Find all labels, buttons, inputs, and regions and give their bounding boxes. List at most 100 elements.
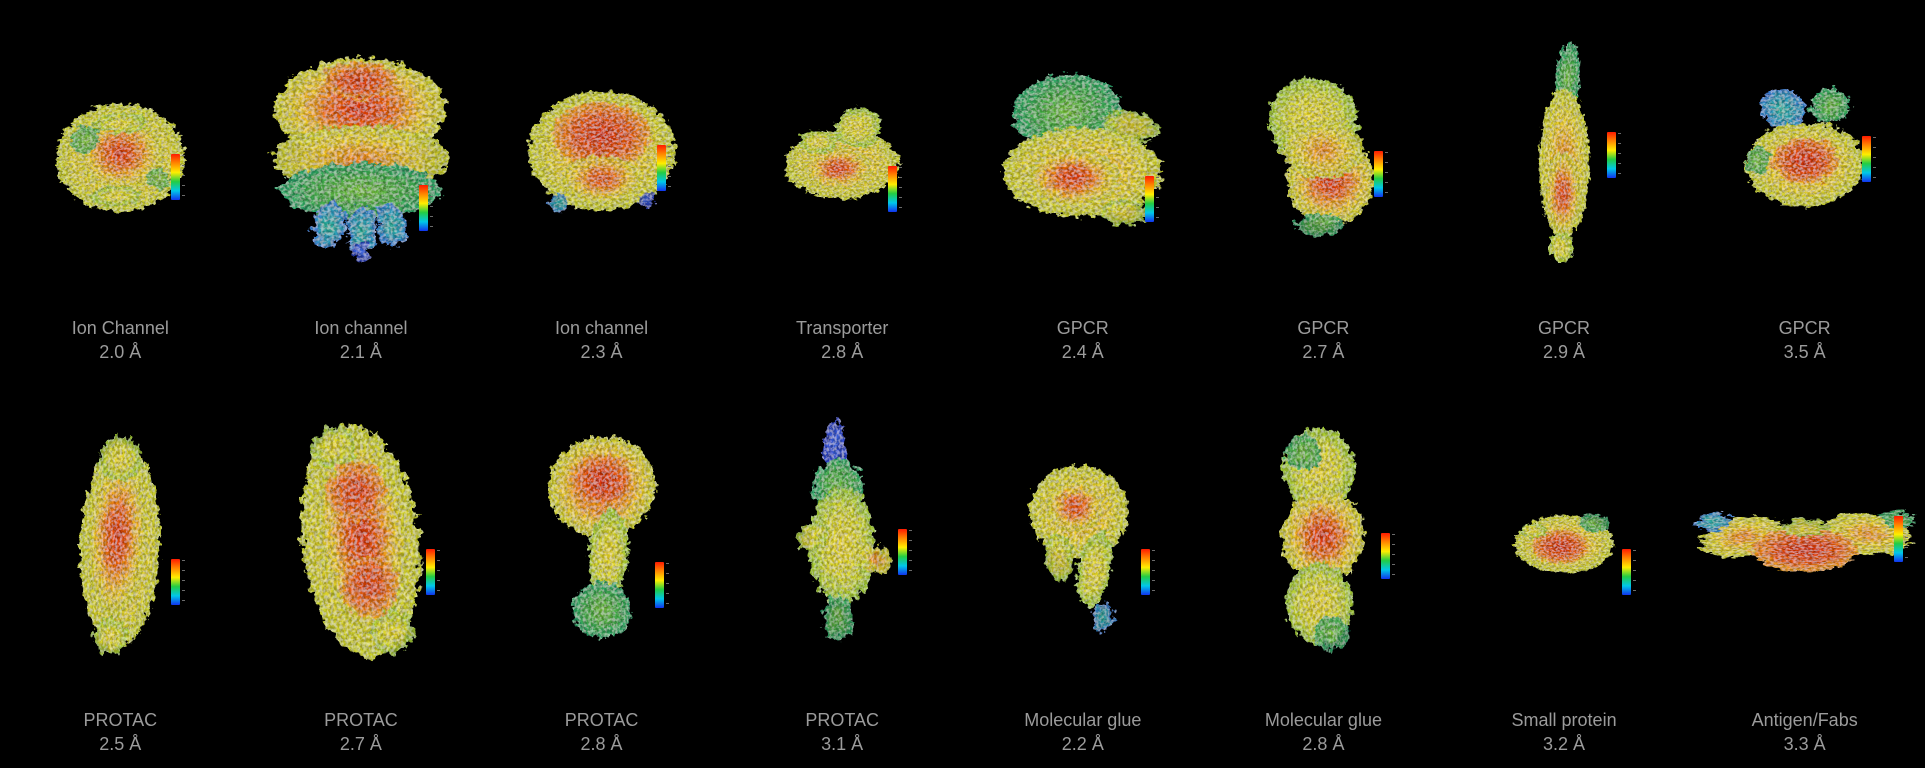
map-resolution: 2.4 Å bbox=[1061, 342, 1104, 362]
map-area bbox=[241, 0, 482, 308]
map-labels: GPCR 2.4 Å bbox=[1057, 308, 1109, 372]
map-label: PROTAC bbox=[83, 710, 158, 730]
resolution-colorbar bbox=[425, 549, 440, 596]
map-cell: GPCR 2.9 Å bbox=[1444, 0, 1685, 372]
resolution-colorbar bbox=[656, 144, 671, 191]
map-resolution: 2.8 Å bbox=[821, 342, 864, 362]
map-cell: GPCR 3.5 Å bbox=[1684, 0, 1925, 372]
map-area bbox=[1203, 0, 1444, 308]
map-resolution: 2.7 Å bbox=[339, 734, 382, 754]
map-labels: GPCR 2.7 Å bbox=[1297, 308, 1349, 372]
map-area bbox=[481, 372, 722, 700]
map-resolution: 2.8 Å bbox=[1302, 734, 1345, 754]
map-labels: Small protein 3.2 Å bbox=[1512, 700, 1617, 768]
map-cell: PROTAC 2.8 Å bbox=[481, 372, 722, 768]
map-area bbox=[1684, 0, 1925, 308]
map-cell: Ion channel 2.1 Å bbox=[241, 0, 482, 372]
map-cell: Molecular glue 2.2 Å bbox=[963, 372, 1204, 768]
map-resolution: 3.2 Å bbox=[1543, 734, 1586, 754]
map-label: PROTAC bbox=[324, 710, 398, 730]
density-map bbox=[1029, 464, 1129, 631]
map-resolution: 2.0 Å bbox=[99, 342, 142, 362]
map-area bbox=[1203, 372, 1444, 700]
map-labels: GPCR 3.5 Å bbox=[1779, 308, 1831, 372]
map-resolution: 3.1 Å bbox=[821, 734, 864, 754]
map-resolution: 2.3 Å bbox=[580, 342, 623, 362]
map-area bbox=[0, 0, 241, 308]
density-map bbox=[1538, 42, 1590, 262]
map-labels: PROTAC 2.8 Å bbox=[565, 700, 639, 768]
resolution-colorbar bbox=[1140, 549, 1155, 596]
map-area bbox=[0, 372, 241, 700]
resolution-colorbar bbox=[418, 184, 433, 231]
density-map bbox=[1269, 77, 1376, 236]
resolution-colorbar bbox=[654, 562, 669, 609]
density-map bbox=[1745, 87, 1865, 207]
density-map bbox=[273, 57, 449, 262]
map-area bbox=[1444, 0, 1685, 308]
map-cell: GPCR 2.7 Å bbox=[1203, 0, 1444, 372]
map-label: PROTAC bbox=[564, 710, 639, 730]
density-map bbox=[301, 424, 421, 658]
map-cell: Molecular glue 2.8 Å bbox=[1203, 372, 1444, 768]
density-map bbox=[1514, 513, 1614, 573]
map-area bbox=[1684, 372, 1925, 700]
map-cell: Small protein 3.2 Å bbox=[1444, 372, 1685, 768]
density-map bbox=[527, 90, 676, 212]
map-area bbox=[722, 372, 963, 700]
map-resolution: 2.1 Å bbox=[339, 342, 382, 362]
density-map bbox=[1695, 510, 1913, 572]
density-map bbox=[1002, 73, 1163, 224]
map-cell: PROTAC 2.7 Å bbox=[241, 372, 482, 768]
map-resolution: 2.8 Å bbox=[580, 734, 623, 754]
map-label: Transporter bbox=[796, 318, 889, 338]
map-label: Ion channel bbox=[555, 318, 649, 338]
map-label: GPCR bbox=[1056, 318, 1109, 338]
figure-row-top: Ion Channel 2.0 Å Ion channel 2.1 Å Ion chan… bbox=[0, 0, 1925, 372]
map-label: Molecular glue bbox=[1024, 710, 1142, 730]
map-label: Molecular glue bbox=[1264, 710, 1382, 730]
resolution-colorbar bbox=[1621, 549, 1636, 596]
density-map bbox=[548, 435, 656, 638]
map-labels: PROTAC 2.5 Å bbox=[83, 700, 157, 768]
map-labels: Molecular glue 2.8 Å bbox=[1265, 700, 1382, 768]
map-area bbox=[481, 0, 722, 308]
map-resolution: 3.5 Å bbox=[1783, 342, 1826, 362]
map-labels: GPCR 2.9 Å bbox=[1538, 308, 1590, 372]
map-area bbox=[1444, 372, 1685, 700]
map-cell: Transporter 2.8 Å bbox=[722, 0, 963, 372]
map-cell: Ion channel 2.3 Å bbox=[481, 0, 722, 372]
map-label: GPCR bbox=[1778, 318, 1831, 338]
map-area bbox=[963, 372, 1204, 700]
map-cell: Antigen/Fabs 3.3 Å bbox=[1684, 372, 1925, 768]
map-resolution: 3.3 Å bbox=[1783, 734, 1826, 754]
map-labels: PROTAC 2.7 Å bbox=[324, 700, 398, 768]
resolution-colorbar bbox=[170, 154, 185, 200]
map-labels: Ion channel 2.1 Å bbox=[314, 308, 407, 372]
resolution-colorbar bbox=[897, 529, 912, 576]
resolution-colorbar bbox=[1145, 175, 1160, 222]
map-labels: Molecular glue 2.2 Å bbox=[1024, 700, 1141, 768]
figure-row-bottom: PROTAC 2.5 Å PROTAC 2.7 Å PROTAC 2.8 Å PROTAC 3… bbox=[0, 372, 1925, 768]
map-cell: PROTAC 3.1 Å bbox=[722, 372, 963, 768]
map-area bbox=[722, 0, 963, 308]
map-label: Antigen/Fabs bbox=[1751, 710, 1858, 730]
map-resolution: 2.9 Å bbox=[1543, 342, 1586, 362]
density-map bbox=[797, 420, 893, 640]
map-label: Ion Channel bbox=[71, 318, 169, 338]
map-label: PROTAC bbox=[805, 710, 880, 730]
map-label: GPCR bbox=[1297, 318, 1350, 338]
resolution-colorbar bbox=[1607, 132, 1622, 179]
map-resolution: 2.2 Å bbox=[1061, 734, 1104, 754]
resolution-colorbar bbox=[1381, 532, 1396, 579]
resolution-colorbar bbox=[1893, 516, 1908, 563]
density-map bbox=[55, 103, 185, 212]
density-map bbox=[785, 107, 900, 199]
map-resolution: 2.7 Å bbox=[1302, 342, 1345, 362]
resolution-colorbar bbox=[1862, 135, 1877, 182]
map-labels: Ion Channel 2.0 Å bbox=[72, 308, 169, 372]
density-map bbox=[1282, 428, 1365, 650]
map-label: Ion channel bbox=[314, 318, 408, 338]
map-label: Small protein bbox=[1511, 710, 1617, 730]
